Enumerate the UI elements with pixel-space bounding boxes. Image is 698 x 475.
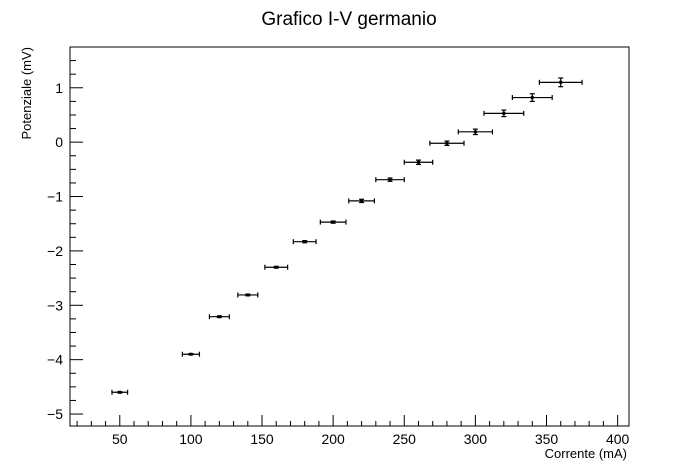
y-tick-label: 1 xyxy=(55,80,63,96)
data-marker xyxy=(189,352,193,356)
data-marker xyxy=(502,111,506,115)
plot-frame xyxy=(69,46,630,427)
data-marker xyxy=(274,265,278,269)
data-marker xyxy=(416,160,420,164)
data-point xyxy=(237,292,259,298)
y-axis: −5 −4 −3 −2 −1 0 1 xyxy=(47,46,83,422)
data-point xyxy=(181,351,201,357)
data-marker xyxy=(559,80,563,84)
x-tick-label: 400 xyxy=(606,431,630,447)
data-marker xyxy=(331,220,335,224)
data-marker xyxy=(217,315,221,319)
data-marker xyxy=(445,141,449,145)
x-tick-label: 350 xyxy=(535,431,559,447)
data-point xyxy=(511,93,553,102)
data-point xyxy=(457,128,494,136)
x-axis: 50 100 150 200 250 300 350 400 xyxy=(76,415,630,447)
data-point xyxy=(403,159,434,166)
data-marker xyxy=(473,130,477,134)
x-tick-label: 300 xyxy=(464,431,488,447)
data-point xyxy=(292,239,317,245)
y-axis-title: Potenziale (mV) xyxy=(19,47,34,139)
data-point xyxy=(429,140,465,147)
y-tick-label: −4 xyxy=(47,352,63,368)
y-tick-label: 0 xyxy=(55,134,63,150)
data-series xyxy=(111,77,583,395)
y-tick-label: −1 xyxy=(47,189,63,205)
y-tick-label: −5 xyxy=(47,406,63,422)
x-tick-label: 50 xyxy=(112,431,128,447)
data-point xyxy=(264,264,289,270)
data-point xyxy=(208,314,230,320)
data-marker xyxy=(246,293,250,297)
y-tick-label: −3 xyxy=(47,297,63,313)
data-point xyxy=(538,77,583,88)
data-point xyxy=(319,219,347,225)
x-tick-label: 100 xyxy=(179,431,203,447)
data-point xyxy=(483,109,525,118)
data-marker xyxy=(303,240,307,244)
y-tick-label: −2 xyxy=(47,243,63,259)
data-point xyxy=(375,177,405,183)
data-point xyxy=(348,198,375,204)
x-tick-label: 250 xyxy=(393,431,417,447)
data-marker xyxy=(530,96,534,100)
x-tick-label: 200 xyxy=(321,431,345,447)
data-marker xyxy=(388,178,392,182)
data-point xyxy=(111,389,129,395)
data-marker xyxy=(118,390,122,394)
x-tick-label: 150 xyxy=(250,431,274,447)
data-marker xyxy=(360,199,364,203)
x-axis-title: Corrente (mA) xyxy=(545,446,627,461)
chart-title: Grafico I-V germanio xyxy=(261,9,436,30)
